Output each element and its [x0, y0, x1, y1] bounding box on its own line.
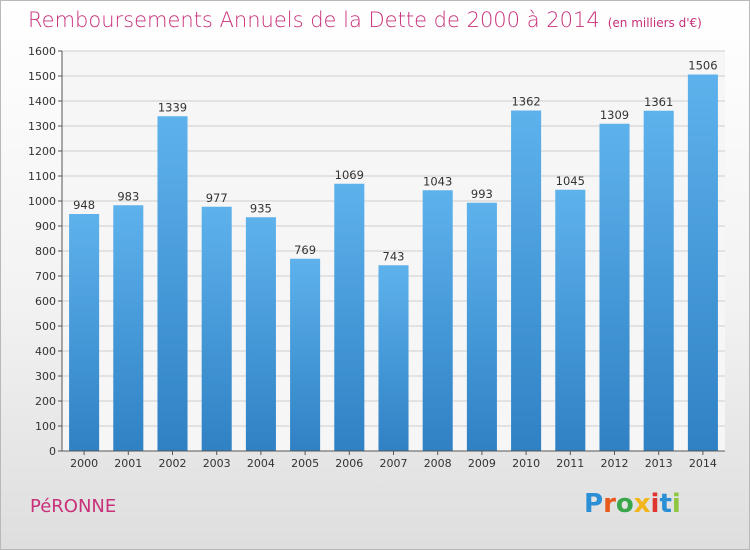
- bar-2000: [69, 214, 100, 451]
- logo-letter: P: [584, 489, 604, 519]
- bar-2014: [687, 74, 718, 451]
- value-label-2014: 1506: [688, 59, 717, 73]
- x-tick-label-2007: 2007: [380, 457, 408, 470]
- y-tick-label: 1300: [28, 120, 56, 133]
- bar-2004: [245, 217, 276, 451]
- bar-2002: [157, 116, 188, 451]
- y-tick-label: 500: [35, 320, 56, 333]
- x-tick-label-2010: 2010: [512, 457, 540, 470]
- value-label-2000: 948: [73, 198, 95, 212]
- x-tick-label-2008: 2008: [424, 457, 452, 470]
- logo-letter: i: [650, 489, 660, 519]
- value-label-2007: 743: [383, 249, 405, 263]
- y-tick-label: 1600: [28, 45, 56, 58]
- y-tick-label: 300: [35, 370, 56, 383]
- bar-2009: [466, 202, 497, 451]
- value-label-2001: 983: [117, 189, 139, 203]
- y-tick-label: 1000: [28, 195, 56, 208]
- y-tick-label: 800: [35, 245, 56, 258]
- bar-2008: [422, 190, 453, 451]
- y-tick-label: 200: [35, 395, 56, 408]
- chart-title: Remboursements Annuels de la Dette de 20…: [28, 8, 702, 32]
- y-tick-label: 0: [49, 445, 56, 458]
- y-axis: 0 100 200 300 400 500 600 700 800 900 1000 1100 1200…: [28, 45, 62, 458]
- bar-2006: [334, 183, 365, 451]
- bars-group: 948 983 1339 977 935 769 1069 743 1043 993 1362 104…: [69, 59, 718, 451]
- bar-2007: [378, 265, 409, 451]
- logo-letter: x: [633, 489, 651, 519]
- y-tick-label: 1100: [28, 170, 56, 183]
- x-tick-label-2004: 2004: [247, 457, 275, 470]
- title-text: Remboursements Annuels de la Dette de 20…: [28, 8, 600, 32]
- x-tick-label-2009: 2009: [468, 457, 496, 470]
- y-tick-label: 600: [35, 295, 56, 308]
- bar-2012: [599, 123, 630, 451]
- city-name: PéRONNE: [30, 496, 117, 517]
- x-tick-label-2006: 2006: [335, 457, 363, 470]
- x-tick-label-2003: 2003: [203, 457, 231, 470]
- x-tick-label-2014: 2014: [689, 457, 717, 470]
- y-tick-label: 900: [35, 220, 56, 233]
- x-tick-label-2005: 2005: [291, 457, 319, 470]
- x-axis: 2000 2001 2002 2003 2004 2005 2006 2007 2008 2009…: [70, 451, 717, 470]
- bar-2003: [201, 206, 232, 451]
- proxiti-logo[interactable]: Proxiti: [584, 489, 681, 519]
- value-label-2004: 935: [250, 201, 272, 215]
- value-label-2002: 1339: [158, 100, 187, 114]
- value-label-2003: 977: [206, 191, 228, 205]
- value-label-2008: 1043: [423, 174, 452, 188]
- logo-letter: t: [659, 489, 672, 519]
- value-label-2012: 1309: [600, 108, 629, 122]
- value-label-2010: 1362: [511, 95, 540, 109]
- value-label-2011: 1045: [556, 174, 585, 188]
- value-label-2013: 1361: [644, 95, 673, 109]
- y-tick-label: 700: [35, 270, 56, 283]
- value-label-2009: 993: [471, 187, 493, 201]
- bar-2005: [290, 258, 321, 451]
- y-tick-label: 100: [35, 420, 56, 433]
- x-tick-label-2000: 2000: [70, 457, 98, 470]
- x-tick-label-2011: 2011: [556, 457, 584, 470]
- y-tick-label: 1400: [28, 95, 56, 108]
- y-tick-label: 400: [35, 345, 56, 358]
- x-tick-label-2012: 2012: [601, 457, 629, 470]
- bar-2013: [643, 110, 674, 451]
- bar-2011: [555, 189, 586, 451]
- logo-letter: o: [615, 489, 634, 519]
- x-tick-label-2002: 2002: [159, 457, 187, 470]
- unit-note: (en milliers d'€): [607, 16, 702, 30]
- value-label-2005: 769: [294, 243, 316, 257]
- logo-letter: i: [671, 489, 681, 519]
- value-label-2006: 1069: [335, 168, 364, 182]
- x-tick-label-2013: 2013: [645, 457, 673, 470]
- bar-2001: [113, 205, 144, 451]
- logo-letter: r: [603, 489, 616, 519]
- y-tick-label: 1500: [28, 70, 56, 83]
- y-tick-label: 1200: [28, 145, 56, 158]
- x-tick-label-2001: 2001: [114, 457, 142, 470]
- bar-2010: [511, 110, 542, 451]
